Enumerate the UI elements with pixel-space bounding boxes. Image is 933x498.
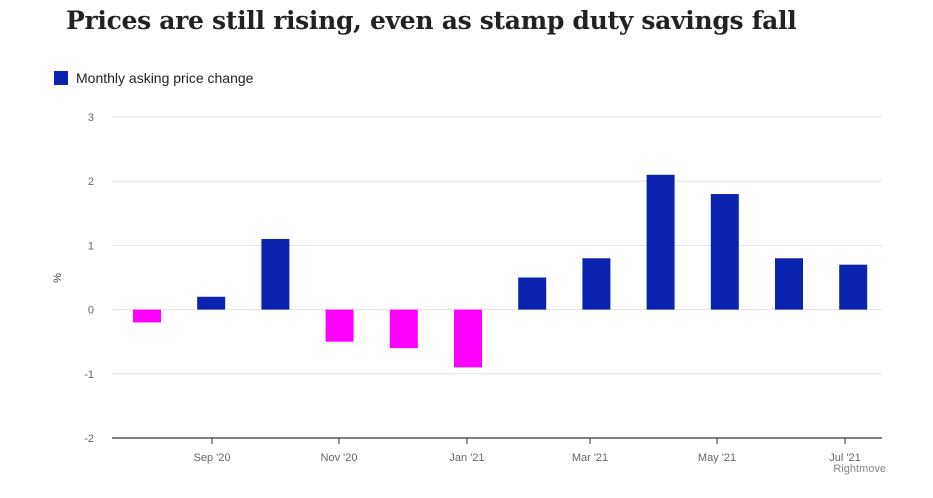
bar xyxy=(261,238,290,310)
bar xyxy=(389,309,418,349)
x-tick-label: Jan '21 xyxy=(449,452,484,464)
y-tick-label: 2 xyxy=(88,176,94,188)
bar xyxy=(325,309,354,342)
y-axis: 3 2 1 0 -1 -2 xyxy=(84,112,94,445)
bar xyxy=(518,277,547,310)
legend-swatch xyxy=(54,71,68,85)
bar xyxy=(710,194,739,310)
bar xyxy=(197,296,226,310)
source-credit: Rightmove xyxy=(833,463,886,475)
y-tick-label: 3 xyxy=(88,112,94,124)
y-axis-label: % xyxy=(52,273,64,283)
y-tick-label: -2 xyxy=(84,433,94,445)
x-tick-label: Jul '21 xyxy=(829,452,860,464)
bars xyxy=(133,174,868,368)
chart-title: Prices are still rising, even as stamp d… xyxy=(66,6,797,35)
y-tick-label: 1 xyxy=(88,240,94,252)
bar xyxy=(839,264,868,310)
x-tick-label: Nov '20 xyxy=(321,452,358,464)
bar xyxy=(775,258,803,310)
bar xyxy=(454,309,482,368)
legend: Monthly asking price change xyxy=(54,70,253,86)
x-axis: Sep '20 Nov '20 Jan '21 Mar '21 May '21 Jul '… xyxy=(112,437,882,464)
legend-label: Monthly asking price change xyxy=(76,70,254,86)
bar xyxy=(133,309,161,323)
gridlines xyxy=(112,116,882,375)
x-tick-label: Mar '21 xyxy=(572,452,608,464)
y-tick-label: 0 xyxy=(88,305,94,317)
bar xyxy=(646,174,675,310)
y-tick-label: -1 xyxy=(84,369,94,381)
x-tick-label: May '21 xyxy=(698,452,736,464)
bar xyxy=(582,258,611,310)
x-tick-label: Sep '20 xyxy=(194,452,231,464)
